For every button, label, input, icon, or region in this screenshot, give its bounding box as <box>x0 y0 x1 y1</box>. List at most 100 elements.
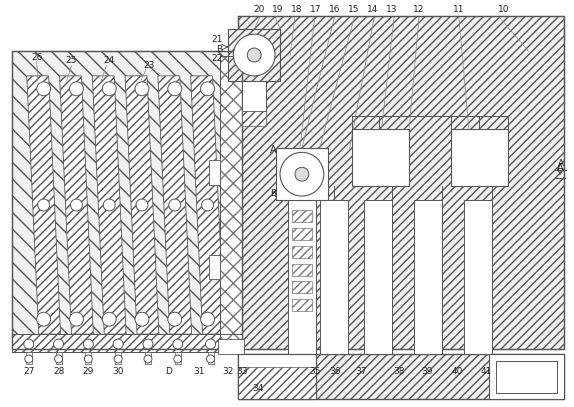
Bar <box>238 354 316 399</box>
Circle shape <box>24 339 34 349</box>
Bar <box>208 160 220 185</box>
Bar <box>238 354 564 399</box>
Circle shape <box>53 339 64 349</box>
Text: 29: 29 <box>83 368 94 376</box>
Bar <box>12 334 242 352</box>
Text: 27: 27 <box>23 368 34 376</box>
Circle shape <box>247 48 261 62</box>
Polygon shape <box>92 76 126 334</box>
Text: 38: 38 <box>394 368 405 376</box>
Text: 33: 33 <box>236 368 248 376</box>
Circle shape <box>173 339 183 349</box>
Text: B: B <box>216 44 223 54</box>
Bar <box>242 111 266 125</box>
Text: A: A <box>557 163 564 173</box>
Circle shape <box>102 312 116 326</box>
Bar <box>115 352 121 364</box>
Bar <box>12 51 242 349</box>
Text: A: A <box>269 145 276 155</box>
Bar <box>488 354 564 399</box>
Bar <box>208 352 214 364</box>
Bar <box>238 16 564 349</box>
Text: 19: 19 <box>272 5 284 14</box>
Bar <box>351 129 409 186</box>
Circle shape <box>207 355 215 363</box>
Text: 23: 23 <box>144 61 154 70</box>
Bar <box>12 334 242 352</box>
Text: A: A <box>558 159 564 168</box>
Bar <box>12 51 242 349</box>
Circle shape <box>103 199 115 211</box>
Bar <box>26 352 32 364</box>
Circle shape <box>168 82 182 96</box>
Bar <box>228 29 280 81</box>
Bar <box>292 210 312 222</box>
Bar <box>320 200 348 354</box>
Text: 17: 17 <box>310 5 321 14</box>
Bar <box>292 264 312 276</box>
Circle shape <box>143 339 153 349</box>
Circle shape <box>144 355 152 363</box>
Text: 18: 18 <box>291 5 302 14</box>
Bar <box>238 367 316 399</box>
Text: 14: 14 <box>367 5 378 14</box>
Text: 24: 24 <box>103 57 115 66</box>
Text: 26: 26 <box>31 53 42 63</box>
Circle shape <box>295 167 309 181</box>
Text: 11: 11 <box>453 5 464 14</box>
Bar <box>56 352 61 364</box>
Circle shape <box>37 312 51 326</box>
Bar <box>220 56 242 352</box>
Circle shape <box>38 199 49 211</box>
Text: 21: 21 <box>211 35 223 44</box>
Bar <box>220 56 242 352</box>
Bar <box>414 200 442 354</box>
Text: 35: 35 <box>309 368 320 376</box>
Bar <box>292 228 312 240</box>
Bar <box>86 352 91 364</box>
Bar <box>219 339 245 354</box>
Text: 28: 28 <box>53 368 64 376</box>
Bar <box>464 200 491 354</box>
Bar <box>238 354 316 399</box>
Bar <box>208 255 220 280</box>
Bar <box>451 129 509 186</box>
Text: 20: 20 <box>254 5 265 14</box>
Text: 31: 31 <box>193 368 204 376</box>
Bar <box>238 354 564 399</box>
Bar <box>276 149 328 200</box>
Circle shape <box>136 199 148 211</box>
Circle shape <box>83 339 94 349</box>
Circle shape <box>113 339 123 349</box>
Polygon shape <box>27 76 60 334</box>
Text: 34: 34 <box>253 384 264 393</box>
Text: 25: 25 <box>66 57 77 66</box>
Text: 22: 22 <box>211 55 223 63</box>
Circle shape <box>169 199 181 211</box>
Bar <box>292 282 312 293</box>
Bar <box>238 16 564 349</box>
Text: 32: 32 <box>223 368 234 376</box>
Bar <box>364 200 392 354</box>
Text: 30: 30 <box>113 368 124 376</box>
Circle shape <box>114 355 122 363</box>
Circle shape <box>200 312 215 326</box>
Polygon shape <box>125 76 159 334</box>
Text: 12: 12 <box>413 5 425 14</box>
Circle shape <box>135 312 149 326</box>
Bar <box>145 352 151 364</box>
Circle shape <box>168 312 182 326</box>
Polygon shape <box>158 76 192 334</box>
Circle shape <box>69 82 83 96</box>
Bar <box>292 246 312 258</box>
Circle shape <box>135 82 149 96</box>
Circle shape <box>71 199 83 211</box>
Bar <box>220 56 242 352</box>
Text: 36: 36 <box>329 368 340 376</box>
Circle shape <box>201 199 214 211</box>
Circle shape <box>37 82 51 96</box>
Circle shape <box>25 355 33 363</box>
Text: 40: 40 <box>451 368 463 376</box>
Text: 41: 41 <box>481 368 492 376</box>
Bar <box>242 81 266 111</box>
